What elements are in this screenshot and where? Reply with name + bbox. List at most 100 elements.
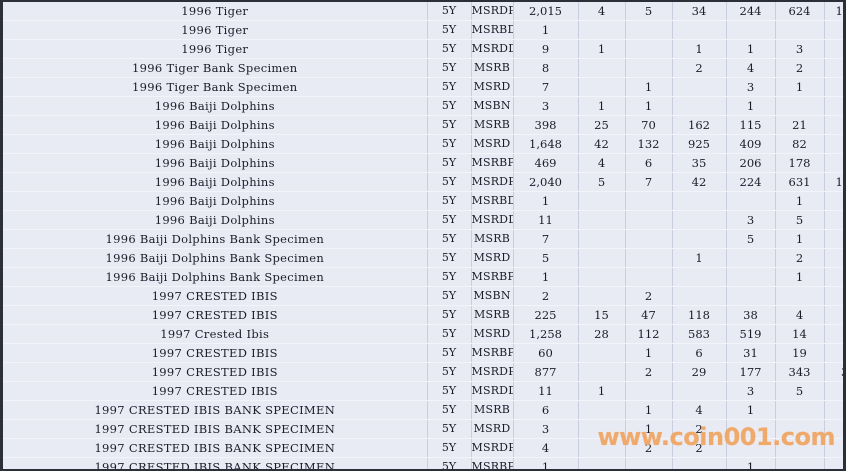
table-row[interactable]: 1996 Tiger Bank Specimen5YMSRD71312 [3, 77, 843, 97]
cell-n6: 14 [775, 324, 825, 344]
cell-n7: 2 [824, 324, 843, 344]
cell-code: MSRD [471, 134, 514, 154]
cell-name: 1996 Baiji Dolphins [3, 96, 428, 116]
cell-n6: 2 [775, 58, 825, 78]
cell-term: 5Y [427, 20, 472, 40]
cell-n6 [775, 400, 825, 420]
cell-n3: 70 [625, 115, 673, 135]
cell-n1: 5 [513, 248, 579, 268]
table-row[interactable]: 1997 CRESTED IBIS BANK SPECIMEN 5Y MSRBP 1 1 [3, 457, 843, 469]
cell-n1: 2,040 [513, 172, 579, 192]
cell-name: 1997 CRESTED IBIS [3, 343, 428, 363]
cell-n5: 177 [726, 362, 776, 382]
cell-n5: 1 [726, 96, 776, 116]
cell-n4 [672, 96, 727, 116]
cell-code: MSRDP [471, 438, 514, 458]
cell-n6: 3 [775, 39, 825, 59]
cell-n6: 624 [775, 2, 825, 21]
cell-term: 5Y [427, 229, 472, 249]
cell-n5: 1 [726, 457, 776, 469]
cell-n5 [726, 419, 776, 439]
cell-n4 [672, 267, 727, 287]
cell-n6 [775, 419, 825, 439]
cell-n6: 1 [775, 191, 825, 211]
cell-term: 5Y [427, 324, 472, 344]
table-row[interactable]: 1996 Baiji Dolphins Bank Specimen 5Y MSRB 7… [3, 229, 843, 249]
cell-n6: 1 [775, 77, 825, 97]
cell-code: MSRBP [471, 153, 514, 173]
cell-n1: 6 [513, 400, 579, 420]
table-row[interactable]: 1996 Baiji Dolphins 5Y MSRBD 1 1 [3, 191, 843, 211]
cell-code: MSRDP [471, 172, 514, 192]
cell-code: MSRBD [471, 191, 514, 211]
table-row[interactable]: 1996 Baiji Dolphins5YMSRBP46946352061784… [3, 153, 843, 173]
cell-n3: 1 [625, 77, 673, 97]
cell-name: 1996 Baiji Dolphins [3, 153, 428, 173]
cell-code: MSRD [471, 324, 514, 344]
cell-n5: 3 [726, 210, 776, 230]
cell-n3: 1 [625, 419, 673, 439]
cell-n3: 47 [625, 305, 673, 325]
cell-n5: 206 [726, 153, 776, 173]
cell-n7: 3 [824, 305, 843, 325]
table-row[interactable]: 1996 Baiji Dolphins 5Y MSRB 398 25 70 162 115 21… [3, 115, 843, 135]
cell-n4 [672, 191, 727, 211]
table-row[interactable]: 1996 Tiger Bank Specimen 5Y MSRB 8 2 4 2 [3, 58, 843, 78]
cell-code: MSBN [471, 96, 514, 116]
cell-n1: 11 [513, 210, 579, 230]
cell-n2: 4 [578, 153, 626, 173]
cell-n2: 1 [578, 96, 626, 116]
table-row[interactable]: 1997 CRESTED IBIS 5Y MSBN 2 2 [3, 286, 843, 306]
cell-code: MSRBD [471, 20, 514, 40]
table-row[interactable]: 1996 Baiji Dolphins 5Y MSRDP 2,040 5 7 42 224 63… [3, 172, 843, 192]
cell-name: 1997 Crested Ibis [3, 324, 428, 344]
cell-code: MSRDD [471, 39, 514, 59]
cell-code: MSRB [471, 115, 514, 135]
cell-n7: 2 [824, 77, 843, 97]
cell-n5: 3 [726, 77, 776, 97]
table-row[interactable]: 1996 Baiji Dolphins 5Y MSRD 1,648 42 132 925 40… [3, 134, 843, 154]
table-row[interactable]: 1996 Baiji Dolphins Bank Specimen 5Y MSRBP… [3, 267, 843, 287]
table-row[interactable]: 1997 CRESTED IBIS BANK SPECIMEN 5Y MSRDP 4 2… [3, 438, 843, 458]
table-row[interactable]: 1996 Baiji Dolphins Bank Specimen 5Y MSRD 5… [3, 248, 843, 268]
table-row[interactable]: 1996 Tiger5YMSRDD911133 [3, 39, 843, 59]
cell-name: 1996 Tiger [3, 39, 428, 59]
cell-n1: 7 [513, 229, 579, 249]
table-row[interactable]: 1997 Crested Ibis 5Y MSRD 1,258 28 112 583 519 1… [3, 324, 843, 344]
cell-n2 [578, 210, 626, 230]
cell-n4 [672, 381, 727, 401]
cell-n4: 6 [672, 343, 727, 363]
cell-term: 5Y [427, 267, 472, 287]
cell-name: 1996 Tiger Bank Specimen [3, 77, 428, 97]
cell-name: 1996 Baiji Dolphins Bank Specimen [3, 267, 428, 287]
cell-n1: 225 [513, 305, 579, 325]
cell-n4 [672, 286, 727, 306]
cell-n6: 2 [775, 248, 825, 268]
cell-n4: 2 [672, 438, 727, 458]
table-row[interactable]: 1997 CRESTED IBIS BANK SPECIMEN 5Y MSRB 6 1 4… [3, 400, 843, 420]
table-row[interactable]: 1997 CRESTED IBIS5YMSRDD111352 [3, 381, 843, 401]
cell-n6 [775, 96, 825, 116]
table-row[interactable]: 1997 CRESTED IBIS5YMSRB22515471183843 [3, 305, 843, 325]
cell-code: MSRD [471, 77, 514, 97]
cell-code: MSBN [471, 286, 514, 306]
cell-name: 1996 Baiji Dolphins [3, 115, 428, 135]
table-row[interactable]: 1997 CRESTED IBIS BANK SPECIMEN 5Y MSRD 3 1 2 [3, 419, 843, 439]
cell-n2: 4 [578, 2, 626, 21]
cell-n7: 2 [824, 381, 843, 401]
cell-code: MSRD [471, 419, 514, 439]
cell-n4: 2 [672, 58, 727, 78]
cell-n3 [625, 39, 673, 59]
cell-n6: 343 [775, 362, 825, 382]
table-row[interactable]: 1996 Baiji Dolphins 5Y MSBN 3 1 1 1 [3, 96, 843, 116]
cell-n4 [672, 229, 727, 249]
cell-n7: 3 [824, 210, 843, 230]
cell-name: 1996 Baiji Dolphins [3, 172, 428, 192]
cell-name: 1996 Tiger Bank Specimen [3, 58, 428, 78]
cell-code: MSRB [471, 58, 514, 78]
